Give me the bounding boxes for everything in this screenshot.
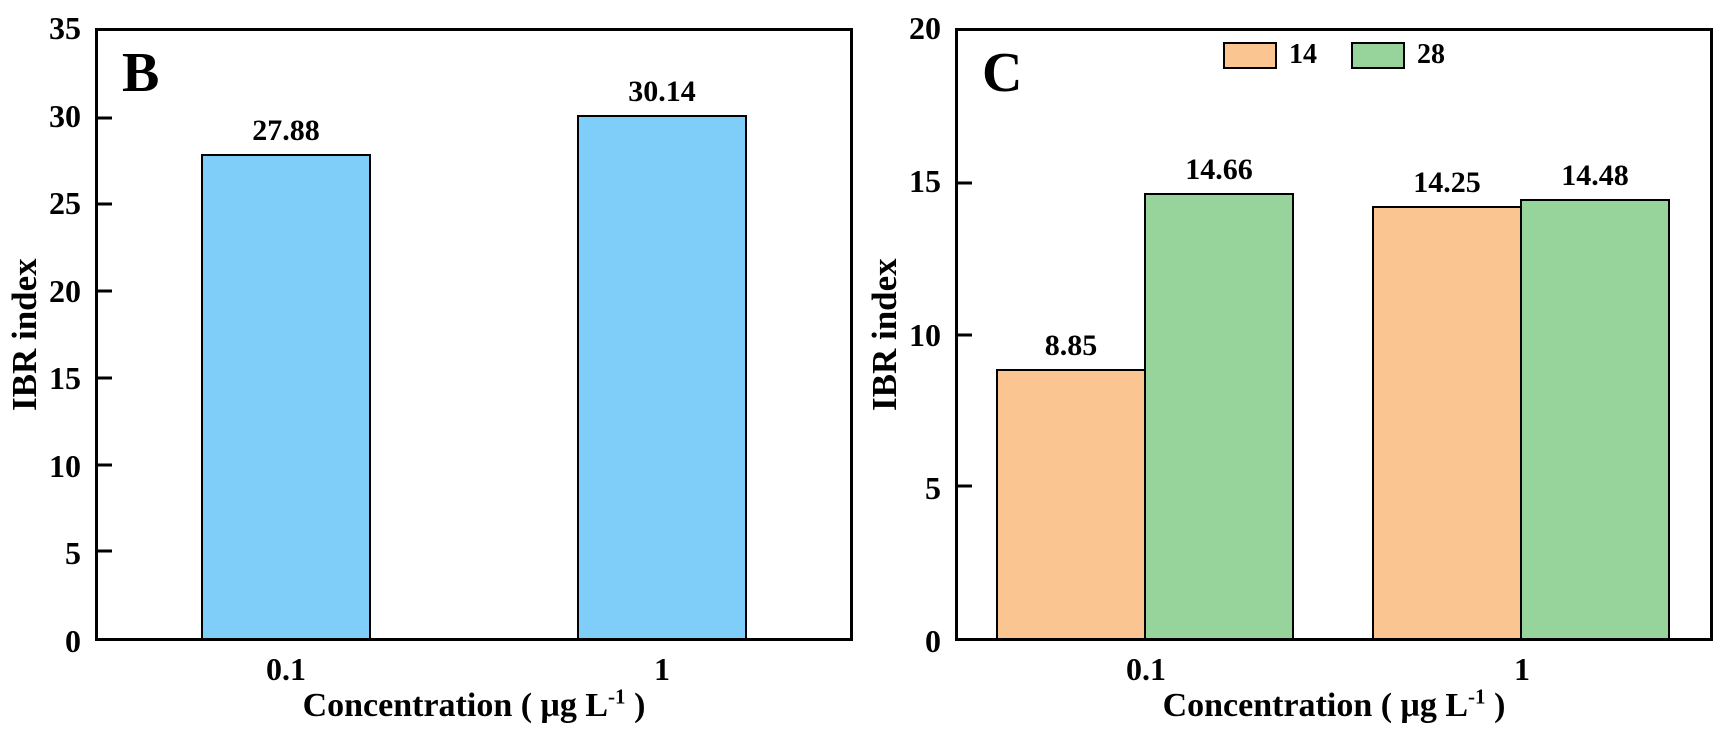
y-tick-mark: [98, 116, 112, 120]
y-tick-label: 35: [49, 10, 81, 46]
x-axis-title-suffix: ): [1485, 687, 1506, 724]
x-axis-title-c: Concentration ( μg L-1 ): [1162, 686, 1506, 724]
y-tick-label: 20: [49, 272, 81, 309]
y-tick-label: 15: [49, 360, 81, 397]
panel-label-b: B: [122, 42, 160, 104]
y-tick-mark: [958, 484, 972, 488]
x-axis-title-text: Concentration ( μg L: [302, 687, 609, 724]
y-tick-mark: [958, 333, 972, 336]
y-axis-title-c: IBR index: [865, 258, 904, 411]
y-tick-mark: [98, 463, 112, 467]
bar-28-1: [1520, 199, 1670, 638]
y-tick-mark: [958, 181, 972, 185]
bar-value-label: 27.88: [252, 114, 320, 147]
y-tick-label: 5: [65, 535, 81, 572]
y-tick-label: 20: [909, 10, 941, 46]
legend-item-day28: 28: [1351, 41, 1445, 69]
legend-item-day14: 14: [1223, 41, 1351, 69]
bar-value-label: 30.14: [628, 75, 696, 108]
x-axis-title-superscript: -1: [608, 684, 626, 709]
x-axis-title-text: Concentration ( μg L: [1162, 687, 1469, 724]
bar-14-1: [1372, 206, 1522, 638]
bar-28-0.1: [1144, 193, 1294, 638]
x-axis-title-b: Concentration ( μg L-1 ): [302, 686, 646, 724]
y-tick-label: 0: [65, 623, 81, 659]
y-axis-title-b: IBR index: [5, 258, 44, 411]
y-tick-label: 10: [909, 316, 941, 353]
legend-swatch-day28: [1351, 41, 1405, 69]
legend: 14 28: [1223, 41, 1445, 69]
x-tick-label-1: 1: [654, 651, 670, 687]
y-tick-label: 5: [925, 469, 941, 506]
y-tick-label: 10: [49, 447, 81, 484]
y-tick-mark: [98, 289, 112, 293]
y-tick-label: 0: [925, 623, 941, 659]
legend-label-day28: 28: [1417, 39, 1445, 70]
bar-IBR index-1: [577, 115, 747, 638]
y-tick-label: 25: [49, 185, 81, 222]
y-tick-mark: [98, 376, 112, 380]
y-tick-mark: [98, 202, 112, 206]
bar-value-label: 14.48: [1561, 159, 1629, 192]
y-tick-label: 30: [49, 97, 81, 134]
x-tick-label-1: 1: [1514, 651, 1530, 687]
y-tick-mark: [98, 549, 112, 553]
bar-value-label: 14.66: [1185, 153, 1253, 186]
x-tick-label-0.1: 0.1: [1126, 651, 1166, 687]
bar-value-label: 14.25: [1413, 166, 1481, 199]
y-tick-label: 15: [909, 163, 941, 200]
bar-IBR index-0.1: [201, 154, 371, 638]
bar-14-0.1: [996, 369, 1146, 638]
panel-label-c: C: [982, 42, 1023, 104]
legend-swatch-day14: [1223, 41, 1277, 69]
plot-area-c: C 14 28 8.85 14.66 14.25 14.48: [955, 28, 1713, 641]
x-axis-title-superscript: -1: [1468, 684, 1486, 709]
bar-value-label: 8.85: [1044, 329, 1098, 362]
plot-area-b: B 27.88 30.14: [95, 28, 853, 641]
x-axis-title-suffix: ): [625, 687, 646, 724]
x-tick-label-0.1: 0.1: [266, 651, 306, 687]
legend-label-day14: 14: [1289, 39, 1317, 70]
